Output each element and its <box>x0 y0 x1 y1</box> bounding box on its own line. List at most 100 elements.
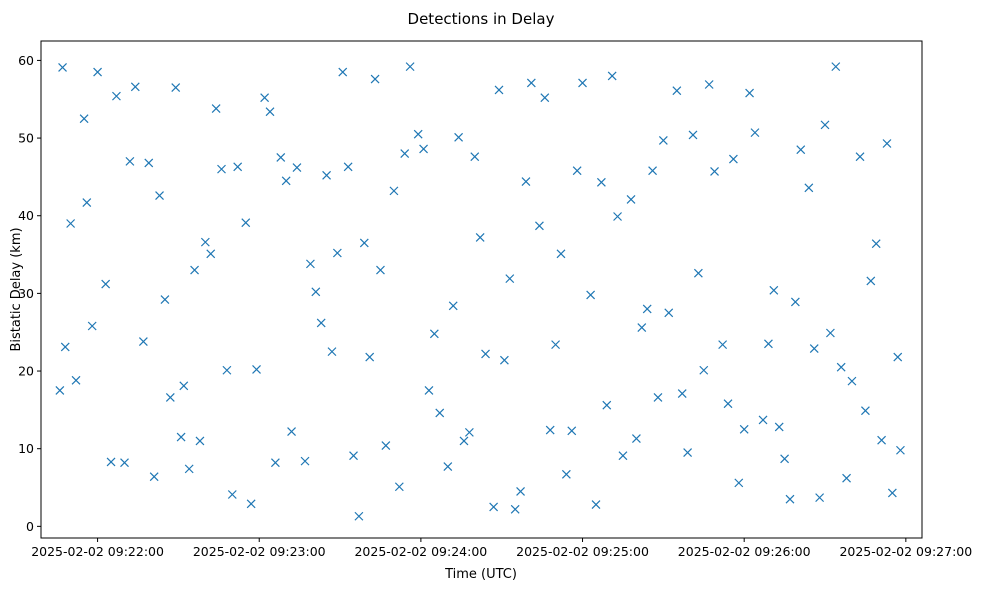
data-point <box>683 448 693 458</box>
data-point <box>101 279 111 289</box>
data-point <box>190 265 199 275</box>
data-point <box>130 82 140 92</box>
data-point <box>246 499 256 509</box>
data-point <box>551 340 561 350</box>
data-point <box>79 114 89 124</box>
data-point <box>160 295 170 305</box>
y-tick-label: 20 <box>18 364 34 379</box>
data-point <box>443 462 453 471</box>
data-point <box>227 490 237 499</box>
data-point <box>847 376 857 386</box>
data-point <box>58 62 67 72</box>
data-point <box>505 274 515 284</box>
data-point <box>672 86 682 96</box>
data-point <box>394 482 404 492</box>
data-point <box>233 162 243 172</box>
data-point <box>572 166 582 176</box>
data-point <box>561 469 571 479</box>
data-point <box>855 152 865 162</box>
data-point <box>365 352 375 362</box>
data-point <box>82 198 92 207</box>
data-point <box>718 340 728 350</box>
data-point <box>699 365 709 375</box>
data-point <box>179 381 189 391</box>
data-point <box>322 170 332 180</box>
data-point <box>871 239 881 249</box>
data-point <box>405 62 415 72</box>
data-point <box>171 83 181 93</box>
data-point <box>217 164 226 174</box>
data-point <box>860 406 870 416</box>
data-point <box>516 486 525 496</box>
data-point <box>769 285 779 295</box>
data-point <box>607 71 617 81</box>
data-point <box>642 304 652 314</box>
data-point <box>138 337 148 346</box>
data-point <box>796 145 806 155</box>
x-tick-label: 2025-02-02 09:27:00 <box>839 544 972 559</box>
data-point <box>545 425 555 435</box>
data-point <box>677 389 687 398</box>
data-point <box>739 424 749 434</box>
data-point <box>165 393 175 402</box>
data-point <box>842 473 851 483</box>
data-point <box>93 67 103 77</box>
x-tick-label: 2025-02-02 09:24:00 <box>354 544 487 559</box>
data-point <box>332 248 342 258</box>
data-point <box>470 152 480 162</box>
data-point <box>809 344 819 353</box>
data-point <box>276 153 286 162</box>
data-point <box>728 154 738 164</box>
y-tick-label: 40 <box>18 208 34 223</box>
x-axis-label: Time (UTC) <box>444 567 517 582</box>
data-point <box>195 436 205 446</box>
data-point <box>149 472 159 482</box>
data-point <box>893 352 903 362</box>
plot-background <box>41 41 922 538</box>
data-point <box>176 432 186 442</box>
data-point <box>464 427 474 437</box>
data-point <box>281 176 291 186</box>
data-point <box>429 329 439 339</box>
data-point <box>424 386 434 395</box>
data-point <box>66 219 76 228</box>
data-point <box>535 221 544 231</box>
data-point <box>887 488 897 498</box>
data-point <box>693 268 703 278</box>
data-point <box>112 91 121 101</box>
data-point <box>489 502 499 512</box>
data-point <box>287 427 296 437</box>
data-point <box>144 158 154 168</box>
data-point <box>658 135 668 145</box>
data-point <box>526 78 536 88</box>
data-point <box>877 435 887 445</box>
data-point <box>510 504 520 514</box>
data-point <box>540 93 550 103</box>
data-point <box>316 318 326 328</box>
data-point <box>343 162 353 172</box>
data-point <box>745 88 754 98</box>
data-point <box>265 107 275 117</box>
data-point <box>60 342 70 352</box>
x-tick-label: 2025-02-02 09:25:00 <box>516 544 649 559</box>
data-point <box>413 129 423 139</box>
data-point <box>311 287 321 297</box>
data-point <box>200 237 210 247</box>
data-point <box>120 458 129 468</box>
data-point <box>211 104 221 113</box>
data-point <box>758 415 768 425</box>
data-point <box>825 328 835 338</box>
data-point <box>292 163 302 173</box>
data-point <box>260 93 270 103</box>
data-point <box>596 177 606 187</box>
data-point <box>613 212 622 221</box>
data-point <box>252 365 261 374</box>
data-point <box>774 422 784 432</box>
data-point <box>785 494 795 504</box>
data-point <box>866 276 876 286</box>
data-point <box>734 478 744 488</box>
data-point <box>376 265 385 275</box>
data-point <box>155 191 164 200</box>
data-point <box>184 464 194 474</box>
